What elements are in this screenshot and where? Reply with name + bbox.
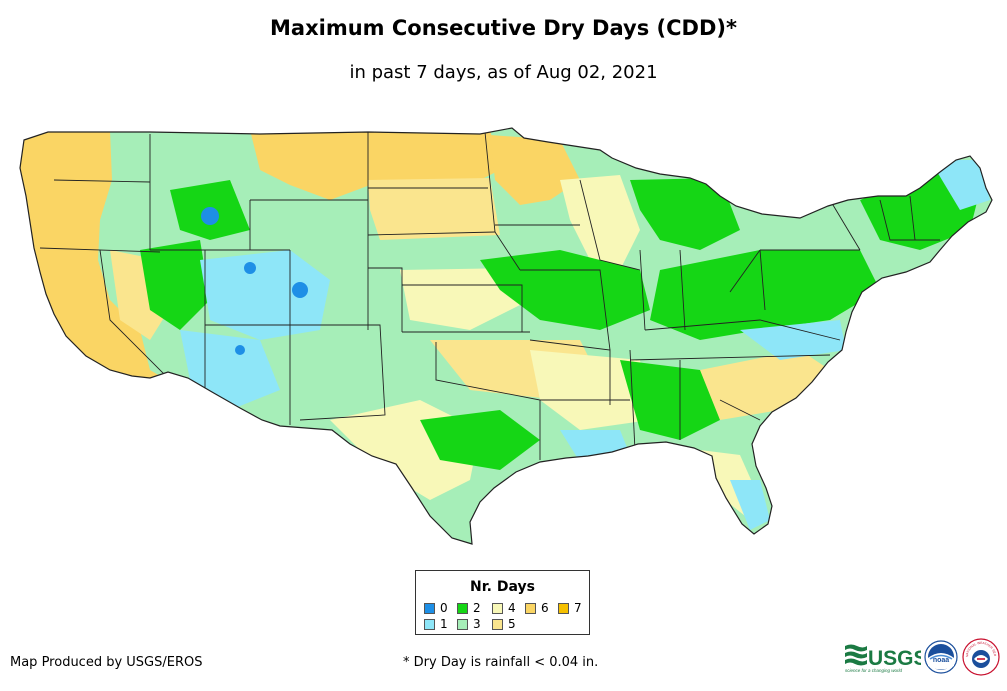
legend-item-2: 2 [457,602,481,615]
region-1-day-maine [930,160,990,210]
region-2-days-gulf [420,410,540,470]
usgs-logo: USGS science for a changing world [845,644,921,673]
usgs-tagline: science for a changing world [845,668,903,673]
state-boundaries [39,131,940,460]
legend-item-4: 4 [492,602,516,615]
legend-item-1: 1 [424,618,448,631]
region-1-day-colorado [200,250,330,340]
legend: Nr. Days 0 1 2 3 4 5 6 7 [415,570,590,635]
region-5-days-dakotas [368,178,500,240]
region-1-day-virginia [740,320,846,360]
region-1-day-south-florida [730,480,770,530]
legend-label-1: 1 [440,617,448,631]
region-0-days-colorado [292,282,308,298]
producer-credit: Map Produced by USGS/EROS [10,655,203,670]
legend-swatch-1 [424,619,435,630]
noaa-logo: noaa [924,640,958,674]
region-2-days-utah [140,240,210,330]
conus-cdd-map [19,127,993,545]
legend-swatch-2 [457,603,468,614]
region-0-days-utah [244,262,256,274]
dry-day-footnote: * Dry Day is rainfall < 0.04 in. [403,655,599,670]
legend-label-5: 5 [508,617,516,631]
legend-swatch-6 [525,603,536,614]
legend-item-5: 5 [492,618,516,631]
legend-swatch-4 [492,603,503,614]
region-4-days-arkansas [530,350,650,430]
legend-label-7: 7 [574,601,582,615]
region-6-days-minnesota [490,135,580,205]
legend-item-7: 7 [558,602,582,615]
legend-title: Nr. Days [470,579,535,595]
noaa-wordmark: noaa [933,657,949,664]
legend-label-6: 6 [541,601,549,615]
nws-logo: NATIONAL WEATHER SERVICE [962,638,1000,676]
usgs-wordmark: USGS [868,647,921,670]
legend-swatch-3 [457,619,468,630]
legend-item-0: 0 [424,602,448,615]
map-title: Maximum Consecutive Dry Days (CDD)* [270,16,737,40]
legend-label-4: 4 [508,601,516,615]
map-subtitle: in past 7 days, as of Aug 02, 2021 [349,62,658,83]
legend-label-3: 3 [473,617,481,631]
region-0-days-wyoming [201,207,219,225]
region-4-days-wisconsin [560,175,640,270]
region-2-days-ohio-valley [650,250,880,340]
region-2-days-great-lakes [630,178,740,250]
legend-item-3: 3 [457,618,481,631]
legend-label-0: 0 [440,601,448,615]
legend-swatch-5 [492,619,503,630]
legend-swatch-0 [424,603,435,614]
region-0-days-arizona [235,345,245,355]
region-2-days-southeast [620,360,720,440]
legend-item-6: 6 [525,602,549,615]
legend-label-2: 2 [473,601,481,615]
legend-swatch-7 [558,603,569,614]
